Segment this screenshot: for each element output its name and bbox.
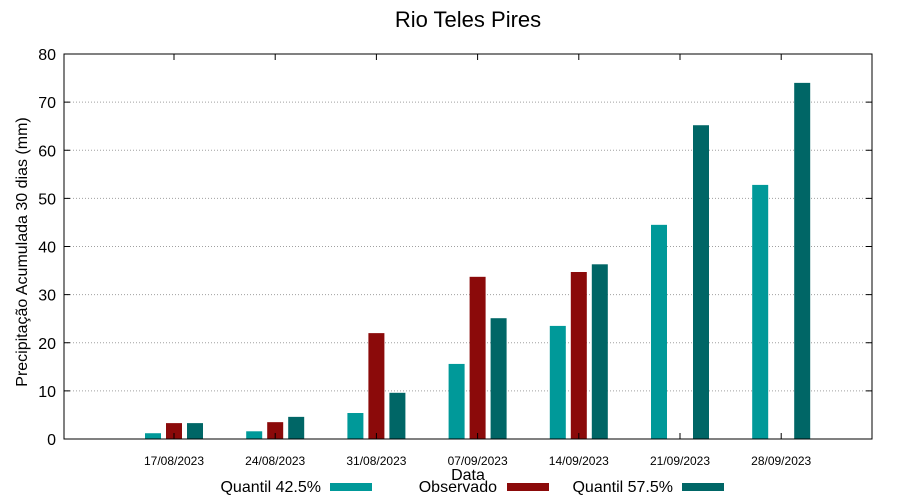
bar (187, 423, 203, 439)
bar (651, 224, 667, 439)
bar (490, 318, 507, 439)
bar (469, 276, 486, 439)
bar (145, 433, 161, 439)
bar (267, 422, 284, 439)
legend-label: Observado (419, 479, 497, 496)
x-tick-label: 17/08/2023 (144, 454, 204, 468)
bar (166, 423, 182, 439)
y-axis-label: Precipitação Acumulada 30 dias (mm) (14, 117, 31, 386)
bar (794, 82, 811, 439)
legend-label: Quantil 42.5% (220, 479, 321, 496)
bar (693, 125, 709, 439)
plot-frame (63, 53, 873, 440)
x-tick-label: 24/08/2023 (245, 454, 305, 468)
bar (448, 363, 465, 439)
legend-swatch (330, 483, 372, 491)
y-tick-label: 40 (38, 240, 56, 257)
y-tick-label: 0 (47, 432, 56, 449)
legend-swatch (507, 483, 549, 491)
y-tick-label: 70 (38, 95, 56, 112)
bars (145, 82, 811, 439)
y-ticks: 0 10 20 30 40 50 60 70 80 (38, 47, 872, 449)
y-tick-label: 30 (38, 288, 56, 305)
bar (549, 325, 566, 439)
grid-layer (64, 101, 872, 392)
y-tick-label: 20 (38, 336, 56, 353)
bar (347, 413, 364, 439)
x-tick-label: 07/09/2023 (448, 454, 508, 468)
legend-label: Quantil 57.5% (572, 479, 673, 496)
legend-swatch (682, 483, 724, 491)
bar (288, 416, 305, 439)
bar (389, 392, 406, 439)
y-tick-label: 80 (38, 47, 56, 64)
y-tick-label: 50 (38, 191, 56, 208)
legend: Quantil 42.5% Observado Quantil 57.5% (220, 479, 724, 496)
bar (246, 431, 263, 439)
x-tick-label: 21/09/2023 (650, 454, 710, 468)
x-tick-label: 31/08/2023 (346, 454, 406, 468)
x-tick-label: 14/09/2023 (549, 454, 609, 468)
x-axis-label: Data (451, 467, 485, 484)
bar (591, 264, 608, 439)
x-ticks: 17/08/2023 24/08/2023 31/08/2023 07/09/2023… (144, 54, 812, 468)
bar (368, 333, 385, 439)
bar (752, 184, 769, 439)
x-tick-label: 28/09/2023 (751, 454, 811, 468)
y-tick-label: 10 (38, 384, 56, 401)
y-tick-label: 60 (38, 143, 56, 160)
chart-title: Rio Teles Pires (395, 7, 541, 32)
bar (570, 272, 587, 439)
